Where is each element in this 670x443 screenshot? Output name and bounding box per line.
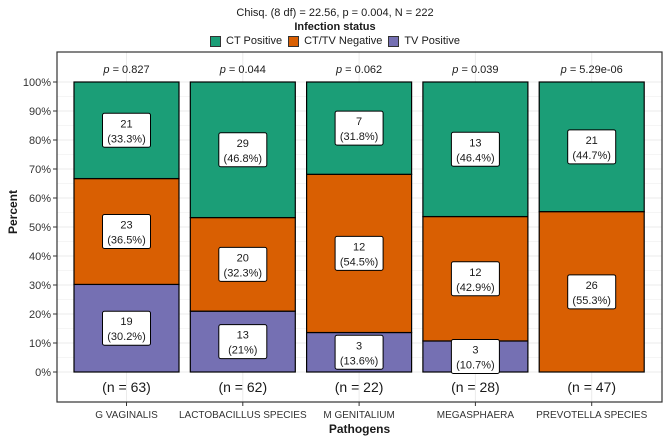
- data-label-percent: (32.3%): [224, 267, 263, 279]
- data-label-box: [334, 235, 384, 271]
- data-label-count: 3: [472, 344, 478, 356]
- y-tick-label: 0%: [35, 367, 51, 379]
- data-label-count: 3: [356, 340, 362, 352]
- data-label-count: 12: [469, 267, 481, 279]
- n-count-label: (n = 22): [335, 379, 384, 395]
- data-label-count: 12: [353, 241, 365, 253]
- data-label-percent: (42.9%): [456, 282, 495, 294]
- n-count-label: (n = 47): [567, 379, 616, 395]
- data-label-box: [567, 274, 617, 310]
- legend-item-ct-tv-negative: CT/TV Negative: [288, 35, 382, 47]
- data-label-box: [218, 324, 268, 360]
- data-label-percent: (44.7%): [572, 150, 611, 162]
- y-tick-label: 10%: [29, 338, 51, 350]
- data-label-count: 13: [469, 137, 481, 149]
- data-label-percent: (10.7%): [456, 359, 495, 371]
- p-value-label: p = 0.044: [219, 64, 266, 76]
- data-label-count: 7: [356, 116, 362, 128]
- data-label-count: 13: [237, 330, 249, 342]
- y-tick-label: 100%: [23, 77, 51, 89]
- data-label-box: [567, 129, 617, 165]
- n-count-label: (n = 28): [451, 379, 500, 395]
- legend-item-ct-positive: CT Positive: [210, 35, 282, 47]
- p-value-label: p = 0.827: [102, 64, 149, 76]
- y-tick-label: 80%: [29, 135, 51, 147]
- y-axis-title: Percent: [6, 190, 20, 234]
- legend-title: Infection status: [294, 21, 376, 33]
- n-count-label: (n = 62): [218, 379, 267, 395]
- data-label-percent: (21%): [228, 345, 257, 357]
- y-tick-label: 40%: [29, 251, 51, 263]
- y-tick-label: 70%: [29, 164, 51, 176]
- data-label-percent: (33.3%): [107, 133, 146, 145]
- p-value-label: p = 5.29e-06: [560, 64, 623, 76]
- y-tick-label: 90%: [29, 106, 51, 118]
- p-value-label: p = 0.039: [451, 64, 498, 76]
- data-label-box: [450, 131, 500, 167]
- x-tick-label: M GENITALIUM: [323, 410, 394, 421]
- data-label-box: [334, 110, 384, 146]
- data-label-box: [450, 261, 500, 297]
- data-label-count: 21: [586, 135, 598, 147]
- legend-label: TV Positive: [404, 35, 460, 47]
- data-label-box: [102, 310, 151, 346]
- x-tick-label: MEGASPHAERA: [437, 410, 515, 421]
- data-label-percent: (13.6%): [340, 355, 379, 367]
- data-label-percent: (55.3%): [572, 295, 611, 307]
- n-count-label: (n = 63): [102, 379, 151, 395]
- data-label-box: [218, 132, 268, 168]
- legend-label: CT/TV Negative: [304, 35, 383, 47]
- data-label-box: [450, 338, 500, 374]
- y-tick-label: 50%: [29, 222, 51, 234]
- data-label-percent: (31.8%): [340, 131, 379, 143]
- data-label-box: [102, 112, 151, 148]
- data-label-box: [102, 213, 151, 249]
- y-tick-label: 30%: [29, 280, 51, 292]
- legend-label: CT Positive: [226, 35, 283, 47]
- data-label-count: 20: [237, 252, 249, 264]
- data-label-box: [334, 334, 384, 370]
- legend: CT Positive CT/TV Negative TV Positive: [0, 35, 670, 47]
- legend-item-tv-positive: TV Positive: [388, 35, 460, 47]
- data-label-percent: (46.4%): [456, 152, 495, 164]
- x-tick-label: LACTOBACILLUS SPECIES: [179, 410, 307, 421]
- data-label-count: 21: [120, 118, 132, 130]
- legend-key-ct-tv-negative: [288, 35, 300, 47]
- legend-key-tv-positive: [388, 35, 400, 47]
- data-label-percent: (30.2%): [107, 331, 146, 343]
- data-label-box: [218, 246, 268, 282]
- data-label-count: 29: [237, 138, 249, 150]
- x-tick-label: PREVOTELLA SPECIES: [536, 410, 647, 421]
- x-axis-title: Pathogens: [329, 422, 391, 436]
- data-label-count: 23: [120, 219, 132, 231]
- p-value-label: p = 0.062: [335, 64, 382, 76]
- data-label-percent: (46.8%): [224, 153, 263, 165]
- chart-subtitle: Chisq. (8 df) = 22.56, p = 0.004, N = 22…: [236, 7, 434, 19]
- y-tick-label: 20%: [29, 309, 51, 321]
- legend-key-ct-positive: [210, 35, 222, 47]
- data-label-count: 26: [586, 280, 598, 292]
- x-tick-label: G VAGINALIS: [95, 410, 158, 421]
- data-label-percent: (36.5%): [107, 234, 146, 246]
- data-label-count: 19: [120, 316, 132, 328]
- y-tick-label: 60%: [29, 193, 51, 205]
- data-label-percent: (54.5%): [340, 256, 379, 268]
